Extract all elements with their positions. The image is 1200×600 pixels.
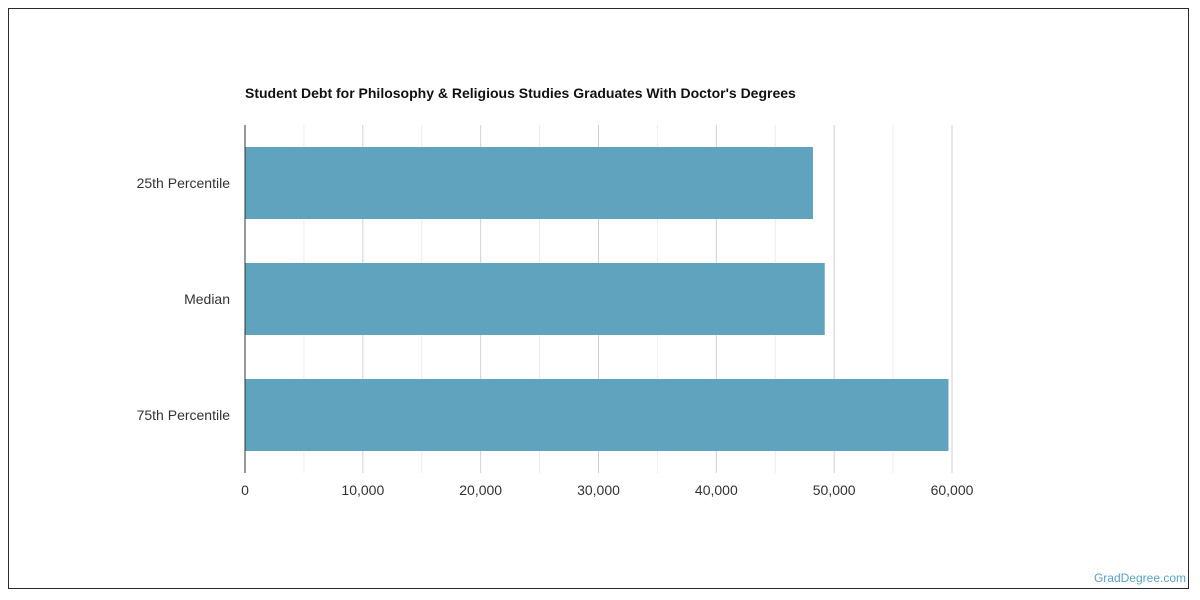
category-label: Median	[184, 291, 230, 307]
x-tick-labels: 0 10,000 20,000 30,000 40,000 50,000 60,000	[241, 482, 974, 498]
category-label: 25th Percentile	[137, 175, 231, 191]
category-labels: 25th Percentile Median 75th Percentile	[137, 175, 231, 423]
category-label: 75th Percentile	[137, 407, 231, 423]
x-tick-label: 50,000	[813, 482, 856, 498]
bars	[245, 147, 949, 451]
x-tick-label: 40,000	[695, 482, 738, 498]
x-tick-label: 10,000	[341, 482, 384, 498]
x-tick-label: 60,000	[931, 482, 974, 498]
x-tick-label: 20,000	[459, 482, 502, 498]
site-credit-link[interactable]: GradDegree.com	[1093, 571, 1186, 585]
bar	[245, 147, 813, 219]
bar	[245, 379, 949, 451]
chart-title: Student Debt for Philosophy & Religious …	[245, 85, 796, 101]
x-tick-label: 0	[241, 482, 249, 498]
bar	[245, 263, 825, 335]
x-tick-label: 30,000	[577, 482, 620, 498]
